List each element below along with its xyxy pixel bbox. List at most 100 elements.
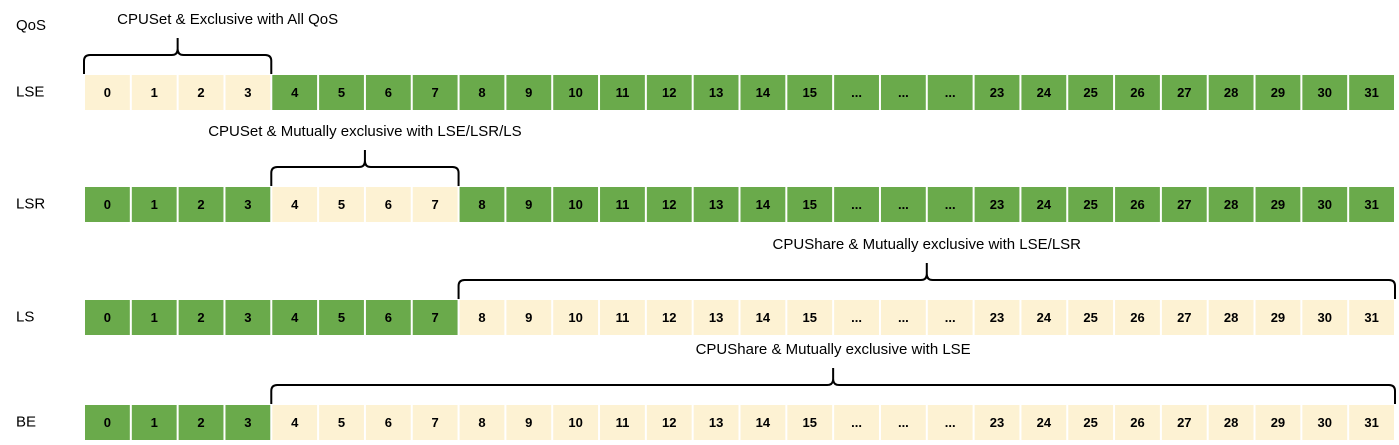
cpu-label: 8 bbox=[478, 85, 485, 100]
cpu-label: 29 bbox=[1271, 415, 1285, 430]
cpu-label: 5 bbox=[338, 85, 345, 100]
cpu-label: 29 bbox=[1271, 310, 1285, 325]
cpu-cell bbox=[319, 300, 364, 335]
cpu-cell bbox=[1161, 405, 1207, 440]
cpu-cell bbox=[412, 300, 458, 335]
cpu-cell bbox=[553, 405, 599, 440]
cpu-cell bbox=[412, 75, 458, 110]
cpu-cell bbox=[974, 75, 1020, 110]
cpu-label: ... bbox=[945, 310, 956, 325]
cpu-label: 5 bbox=[338, 310, 345, 325]
cpu-cell bbox=[1208, 300, 1254, 335]
cpu-cell bbox=[834, 75, 879, 110]
cpu-label: ... bbox=[851, 415, 862, 430]
cpu-cell bbox=[131, 300, 177, 335]
cpu-label: 12 bbox=[662, 415, 676, 430]
cpu-label: 15 bbox=[802, 310, 816, 325]
cpu-label: 6 bbox=[385, 85, 392, 100]
cpu-label: 13 bbox=[709, 415, 723, 430]
cpu-label: 9 bbox=[525, 85, 532, 100]
cpu-label: 9 bbox=[525, 197, 532, 212]
cpu-label: 31 bbox=[1364, 415, 1378, 430]
cpu-cell bbox=[880, 405, 926, 440]
cpu-label: 28 bbox=[1224, 415, 1238, 430]
cpu-label: ... bbox=[898, 310, 909, 325]
cpu-cell bbox=[1115, 300, 1160, 335]
cpu-cell bbox=[927, 187, 973, 222]
cpu-cell bbox=[1161, 187, 1207, 222]
cpu-label: 7 bbox=[432, 310, 439, 325]
cpu-cell bbox=[646, 75, 692, 110]
cpu-cell bbox=[834, 300, 879, 335]
cpu-label: 25 bbox=[1083, 310, 1097, 325]
cpu-cell bbox=[459, 75, 505, 110]
cpu-cell bbox=[1208, 187, 1254, 222]
cpu-cell bbox=[1161, 300, 1207, 335]
cpu-label: 14 bbox=[756, 415, 771, 430]
cpu-label: 3 bbox=[244, 85, 251, 100]
cpu-cell bbox=[553, 75, 599, 110]
cpu-cell bbox=[1161, 75, 1207, 110]
cpu-cell bbox=[1021, 187, 1067, 222]
cpu-cell bbox=[412, 187, 458, 222]
cpu-cell bbox=[1349, 75, 1394, 110]
cpu-label: 7 bbox=[432, 85, 439, 100]
cpu-label: 0 bbox=[104, 197, 111, 212]
cpu-cell bbox=[272, 405, 318, 440]
cpu-cell bbox=[131, 405, 177, 440]
row-label: LSE bbox=[16, 83, 44, 100]
cpu-label: 28 bbox=[1224, 197, 1238, 212]
cpu-label: 6 bbox=[385, 415, 392, 430]
brace bbox=[270, 150, 460, 186]
brace bbox=[457, 263, 1396, 299]
cpu-cell bbox=[365, 187, 411, 222]
cpu-label: 2 bbox=[197, 415, 204, 430]
cpu-cell bbox=[272, 75, 318, 110]
cpu-cell bbox=[1021, 75, 1067, 110]
cpu-cell bbox=[553, 300, 599, 335]
cpu-cell bbox=[974, 300, 1020, 335]
cpu-cell bbox=[506, 75, 552, 110]
cpu-label: 24 bbox=[1037, 415, 1052, 430]
cpu-label: 30 bbox=[1318, 310, 1332, 325]
cpu-cell bbox=[740, 300, 786, 335]
cpu-cell bbox=[693, 75, 739, 110]
cpu-label: 27 bbox=[1177, 310, 1191, 325]
cpu-cell bbox=[1302, 405, 1348, 440]
cpu-label: 4 bbox=[291, 415, 299, 430]
cpu-cell bbox=[506, 300, 552, 335]
cpu-cell bbox=[1255, 300, 1301, 335]
cpu-label: 2 bbox=[197, 310, 204, 325]
cpu-cell bbox=[506, 405, 552, 440]
cpu-label: 6 bbox=[385, 197, 392, 212]
cpu-label: 26 bbox=[1130, 415, 1144, 430]
cpu-label: 5 bbox=[338, 197, 345, 212]
cpu-cell bbox=[1302, 300, 1348, 335]
cpu-cell bbox=[85, 300, 130, 335]
cpu-cell bbox=[927, 75, 973, 110]
cpu-label: 15 bbox=[802, 197, 816, 212]
cpu-cell bbox=[1255, 405, 1301, 440]
cpu-cell bbox=[1068, 187, 1114, 222]
cpu-cell bbox=[1302, 187, 1348, 222]
cpu-cell bbox=[365, 405, 411, 440]
cpu-label: 10 bbox=[568, 415, 582, 430]
cpu-label: 24 bbox=[1037, 85, 1052, 100]
cpu-label: 30 bbox=[1318, 85, 1332, 100]
cpu-label: 15 bbox=[802, 415, 816, 430]
cpu-label: 11 bbox=[616, 197, 630, 212]
cpu-cell bbox=[600, 405, 645, 440]
cpu-label: 28 bbox=[1224, 85, 1238, 100]
cpu-label: 0 bbox=[104, 85, 111, 100]
cpu-cell bbox=[272, 187, 318, 222]
cpu-label: ... bbox=[945, 85, 956, 100]
cpu-cell bbox=[225, 187, 271, 222]
cpu-label: 27 bbox=[1177, 197, 1191, 212]
cpu-label: 23 bbox=[990, 197, 1004, 212]
cpu-label: 30 bbox=[1318, 415, 1332, 430]
cpu-cell bbox=[131, 187, 177, 222]
cpu-cell bbox=[693, 300, 739, 335]
cpu-label: 25 bbox=[1083, 197, 1097, 212]
cpu-label: 13 bbox=[709, 85, 723, 100]
